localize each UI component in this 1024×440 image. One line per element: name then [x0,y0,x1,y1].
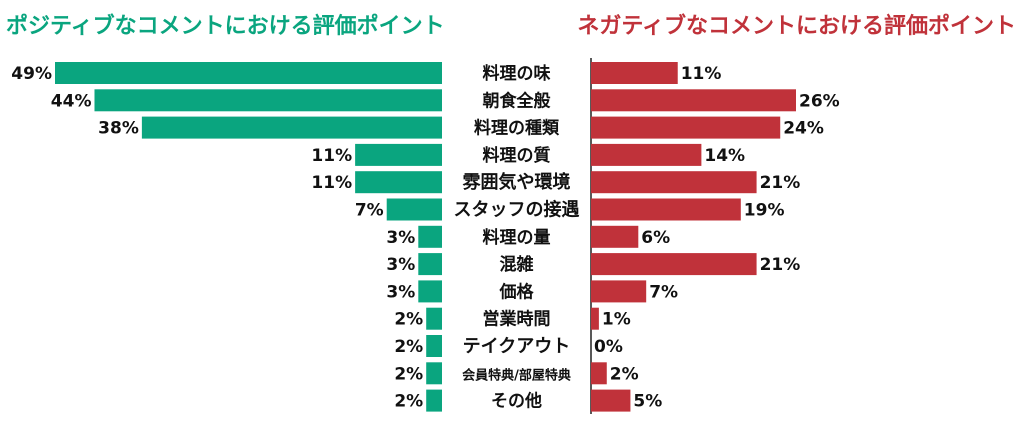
positive-bar [418,225,442,248]
positive-value-label: 49% [11,64,52,84]
negative-bar [591,62,678,84]
category-label: その他 [491,391,542,412]
negative-bar [591,143,702,166]
negative-bar [591,389,631,412]
category-label: 料理の味 [483,63,551,84]
category-label: 料理の質 [483,145,551,166]
negative-bar [591,171,757,194]
positive-bar [418,280,442,303]
positive-bar [426,362,442,385]
negative-bar [591,307,599,330]
negative-value-label: 7% [649,282,678,302]
negative-bar [591,116,781,139]
positive-value-label: 11% [311,173,352,193]
category-label: 料理の量 [483,227,551,248]
category-label: 会員特典/部屋特典 [462,367,571,383]
positive-value-label: 2% [394,310,423,330]
positive-bar [426,335,442,357]
category-label: テイクアウト [463,336,571,357]
negative-bar [591,280,647,303]
negative-chart-title: ネガティブなコメントにおける評価ポイント [577,14,1016,39]
category-label: 営業時間 [483,309,551,330]
negative-value-label: 2% [610,364,639,384]
negative-bar [591,362,607,385]
negative-bar [591,198,741,221]
positive-value-label: 44% [51,91,92,111]
positive-value-label: 3% [386,255,415,275]
negative-bar [591,253,757,276]
positive-value-label: 7% [355,201,384,221]
category-label: 価格 [499,281,535,302]
positive-value-label: 2% [394,364,423,384]
category-label: 料理の種類 [474,118,560,139]
negative-value-label: 11% [681,64,722,84]
negative-value-label: 24% [783,119,824,139]
positive-bar [94,89,442,112]
positive-bar [386,198,442,221]
category-label: 混雑 [500,254,534,275]
positive-bar [55,62,442,84]
negative-value-label: 1% [602,310,631,330]
negative-value-label: 6% [641,228,670,248]
negative-bar [591,89,796,112]
positive-bar [355,171,442,194]
category-label: スタッフの接遇 [454,199,580,221]
positive-value-label: 11% [311,146,352,166]
positive-value-label: 3% [386,228,415,248]
positive-bar [418,253,442,276]
category-label: 雰囲気や環境 [463,171,571,193]
positive-bar [141,116,442,139]
negative-value-label: 21% [760,173,801,193]
negative-value-label: 5% [633,392,662,412]
positive-bar [426,389,442,412]
positive-value-label: 2% [394,337,423,357]
positive-value-label: 3% [386,282,415,302]
category-label: 朝食全般 [483,90,551,111]
negative-bar [591,225,639,248]
negative-value-label: 0% [594,337,623,357]
negative-value-label: 26% [799,91,840,111]
positive-value-label: 2% [394,392,423,412]
positive-bar [355,143,442,166]
negative-value-label: 14% [704,146,745,166]
positive-value-label: 38% [98,119,139,139]
negative-value-label: 21% [760,255,801,275]
positive-bar [426,307,442,330]
negative-value-label: 19% [744,201,785,221]
positive-chart-title: ポジティブなコメントにおける評価ポイント [6,14,445,39]
